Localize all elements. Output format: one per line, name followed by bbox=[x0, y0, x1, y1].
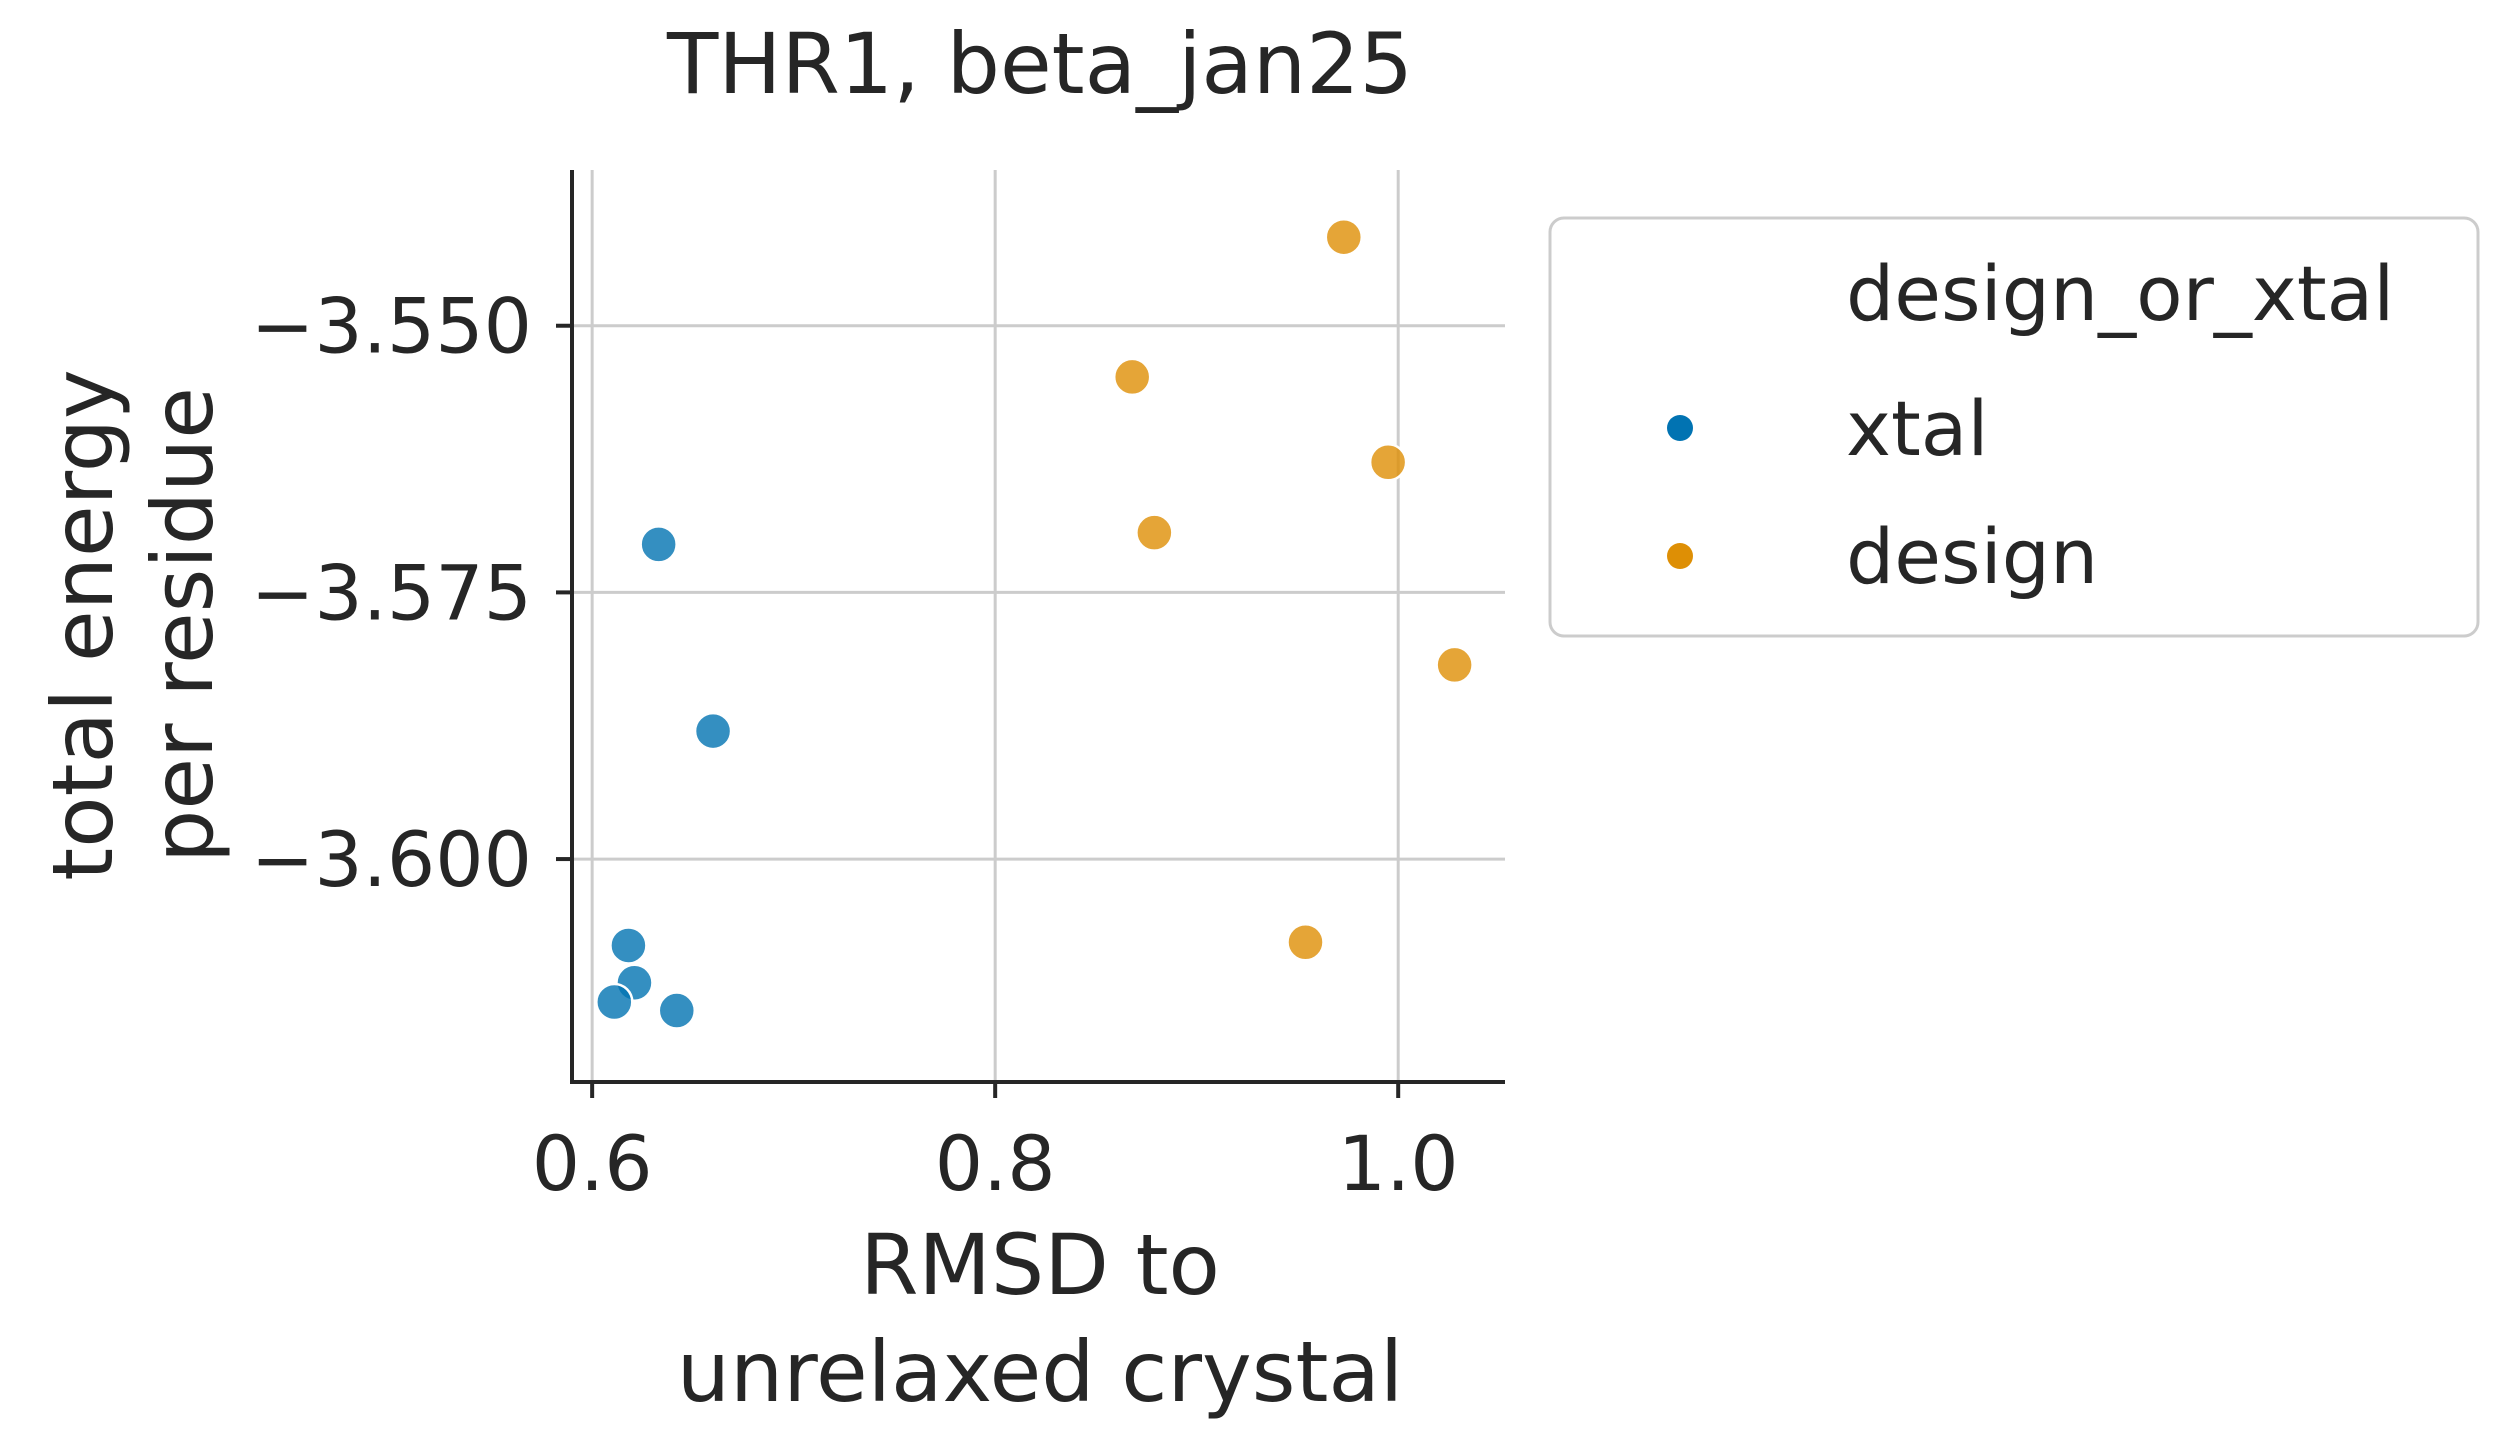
x-tick-label: 0.8 bbox=[935, 1119, 1056, 1208]
legend-marker-design bbox=[1667, 543, 1693, 569]
y-tick-label: −3.600 bbox=[251, 815, 532, 904]
legend-items: xtal design bbox=[1667, 384, 2098, 601]
scatter-point-xtal bbox=[639, 525, 678, 564]
x-axis-label-line-1: RMSD to bbox=[860, 1216, 1220, 1314]
scatter-point-design bbox=[1135, 513, 1174, 552]
scatter-point-design bbox=[1324, 217, 1364, 257]
legend-title: design_or_xtal bbox=[1846, 249, 2394, 338]
y-axis-ticks: −3.550 −3.575 −3.600 bbox=[251, 282, 572, 904]
x-tick-label: 1.0 bbox=[1338, 1119, 1459, 1208]
scatter-point-xtal bbox=[609, 926, 648, 965]
y-axis-label-line-1: total energy bbox=[34, 369, 132, 880]
data-points bbox=[595, 217, 1474, 1030]
legend-label-xtal: xtal bbox=[1846, 384, 1988, 473]
scatter-point-xtal bbox=[693, 711, 733, 751]
y-axis-label-line-2: per residue bbox=[134, 387, 232, 863]
legend-marker-xtal bbox=[1667, 415, 1693, 441]
scatter-point-design bbox=[1368, 443, 1408, 482]
x-tick-label: 0.6 bbox=[532, 1119, 653, 1208]
legend-frame bbox=[1548, 216, 2480, 638]
x-axis-ticks: 0.6 0.8 1.0 bbox=[532, 1082, 1459, 1208]
legend-label-design: design bbox=[1846, 512, 2098, 601]
scatter-point-xtal bbox=[657, 991, 697, 1030]
scatter-point-design bbox=[1112, 357, 1152, 397]
x-axis-label-line-2: unrelaxed crystal bbox=[677, 1323, 1403, 1421]
legend: design_or_xtal xtal design bbox=[1548, 216, 2480, 638]
scatter-point-design bbox=[1286, 923, 1325, 962]
y-tick-label: −3.575 bbox=[251, 548, 532, 637]
chart-title: THR1, beta_jan25 bbox=[666, 15, 1413, 113]
scatter-point-design bbox=[1435, 645, 1474, 685]
scatter-point-xtal bbox=[595, 982, 634, 1022]
y-tick-label: −3.550 bbox=[251, 282, 532, 371]
grid bbox=[572, 170, 1505, 1082]
